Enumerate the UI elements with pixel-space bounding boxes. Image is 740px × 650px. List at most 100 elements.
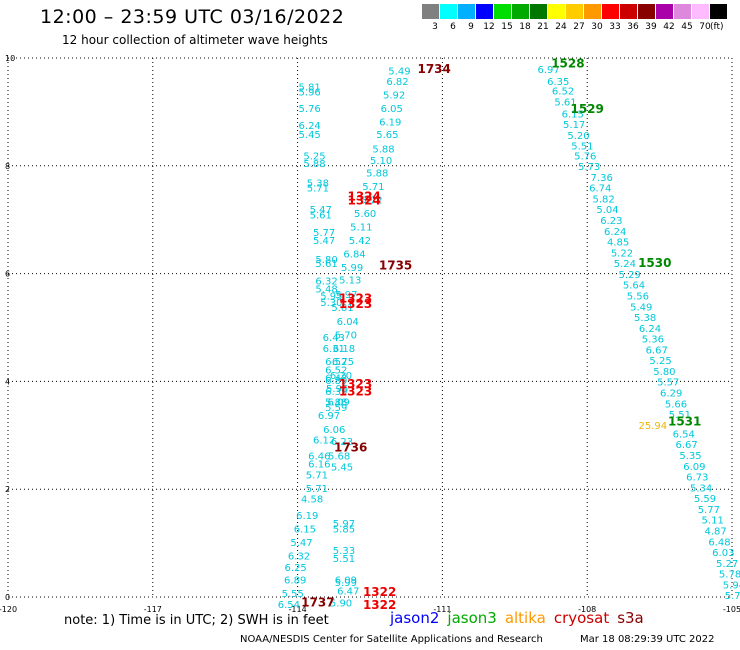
wave-height-label: 5.76 <box>574 151 596 162</box>
wave-height-label: 6.09 <box>327 398 349 409</box>
wave-height-label: 5.90 <box>330 599 352 610</box>
wave-height-label: 6.47 <box>337 586 359 597</box>
wave-height-label: 5.45 <box>299 130 321 141</box>
color-scale-label: 3 <box>432 22 438 32</box>
wave-height-label: 6.23 <box>600 216 622 227</box>
wave-height-label: 6.52 <box>325 365 347 376</box>
wave-height-label: 6.16 <box>308 460 330 471</box>
legend-entry-jason2: jason2 <box>390 609 440 627</box>
wave-height-label: 5.68 <box>328 452 350 463</box>
color-swatch <box>638 4 655 19</box>
wave-height-label: 6.20 <box>330 371 352 382</box>
color-swatch <box>530 4 547 19</box>
wave-height-label: 6.52 <box>552 87 574 98</box>
legend-entry-jason3: jason3 <box>447 609 497 627</box>
wave-height-label: 6.09 <box>683 462 705 473</box>
wave-height-label: 6.52 <box>325 357 347 368</box>
wave-height-label: 6.29 <box>660 388 682 399</box>
wave-height-label: 6.82 <box>386 77 408 88</box>
chart-subtitle: 12 hour collection of altimeter wave hei… <box>62 33 328 47</box>
y-tick-label: 10 <box>5 54 15 63</box>
pass-time-label: 1528 <box>551 57 584 71</box>
wave-height-label: 6.97 <box>537 65 559 76</box>
y-tick-label: 8 <box>5 162 10 171</box>
color-scale-label: 39 <box>645 22 657 32</box>
wave-height-label: 5.72 <box>360 196 382 207</box>
color-swatch <box>656 4 673 19</box>
wave-height-label: 6.24 <box>639 324 661 335</box>
wave-height-label: 6.48 <box>708 537 730 548</box>
color-scale-label: 45 <box>681 22 693 32</box>
wave-height-label: 6.67 <box>646 345 668 356</box>
wave-height-label: 5.70 <box>335 330 357 341</box>
wave-height-label: 6.03 <box>712 548 734 559</box>
wave-height-label: 5.42 <box>349 236 371 247</box>
wave-height-label: 5.61 <box>315 259 337 270</box>
y-tick-label: 0 <box>5 593 10 602</box>
y-tick-label: 2 <box>5 485 10 494</box>
wave-height-label: 5.96 <box>299 88 321 99</box>
wave-height-label: 6.09 <box>335 576 357 587</box>
color-scale-label: 15 <box>501 22 513 32</box>
wave-height-label: 6.15 <box>294 524 316 535</box>
wave-height-label: 6.32 <box>288 551 310 562</box>
wave-height-label: 5.33 <box>333 546 355 557</box>
pass-time-label: 1737 <box>301 596 334 610</box>
wave-height-label: 5.38 <box>307 178 329 189</box>
wave-height-label: 5.82 <box>592 194 614 205</box>
pass-time-label: 1322 <box>363 598 396 612</box>
wave-height-label: 5.97 <box>335 290 357 301</box>
wave-height-label: 6.42 <box>325 373 347 384</box>
pass-time-label: 1323 <box>339 297 372 311</box>
color-swatch <box>584 4 601 19</box>
wave-height-label: 6.84 <box>343 249 365 260</box>
color-scale-label: 21 <box>537 22 549 32</box>
wave-height-label: 5.77 <box>698 505 720 516</box>
wave-height-label: 5.20 <box>567 131 589 142</box>
color-swatch <box>512 4 529 19</box>
wave-height-label: 5.13 <box>339 275 361 286</box>
wave-height-label: 6.39 <box>325 387 347 398</box>
wave-height-label: 6.25 <box>285 563 307 574</box>
pass-time-label: 1531 <box>668 415 701 429</box>
wave-height-label: 4.58 <box>301 495 323 506</box>
color-scale-label: 24 <box>555 22 567 32</box>
color-swatch <box>476 4 493 19</box>
wave-height-label: 6.15 <box>562 109 584 120</box>
wave-height-label: 6.24 <box>299 121 321 132</box>
wave-height-label: 5.97 <box>333 519 355 530</box>
color-scale-units: (ft) <box>710 22 724 32</box>
wave-height-label: 6.75 <box>332 357 354 368</box>
wave-height-label: 5.99 <box>335 578 357 589</box>
wave-height-label: 6.89 <box>325 376 347 387</box>
wave-height-label: 5.49 <box>388 67 410 78</box>
wave-height-label: 5.48 <box>315 284 337 295</box>
wave-height-label: 5.94 <box>723 580 740 591</box>
pass-time-label: 1736 <box>334 440 367 454</box>
pass-time-label: 1323 <box>339 384 372 398</box>
wave-height-label: 6.18 <box>333 344 355 355</box>
y-tick-label: 4 <box>5 377 10 386</box>
wave-height-label: 6.32 <box>315 276 337 287</box>
wave-height-label: 5.64 <box>623 281 645 292</box>
wave-height-label: 6.74 <box>589 184 611 195</box>
wave-height-label: 5.49 <box>630 302 652 313</box>
color-scale-label: 42 <box>663 22 675 32</box>
color-scale-label: 70 <box>699 22 711 32</box>
legend-entry-s3a: s3a <box>617 609 644 627</box>
wave-height-label: 5.51 <box>571 142 593 153</box>
wave-height-label: 5.88 <box>325 398 347 409</box>
wave-height-label: 5.73 <box>725 591 740 602</box>
color-swatch <box>620 4 637 19</box>
wave-height-label: 6.23 <box>331 437 353 448</box>
color-scale-label: 27 <box>573 22 585 32</box>
wave-height-label: 5.71 <box>306 484 328 495</box>
y-tick-label: 6 <box>5 270 10 279</box>
wave-height-label: 6.05 <box>381 104 403 115</box>
wave-height-label: 5.04 <box>596 205 618 216</box>
wave-height-label: 4.87 <box>704 526 726 537</box>
credit-line: NOAA/NESDIS Center for Satellite Applica… <box>240 634 543 645</box>
color-swatch <box>710 4 727 19</box>
color-swatch <box>440 4 457 19</box>
color-scale-label: 6 <box>450 22 456 32</box>
